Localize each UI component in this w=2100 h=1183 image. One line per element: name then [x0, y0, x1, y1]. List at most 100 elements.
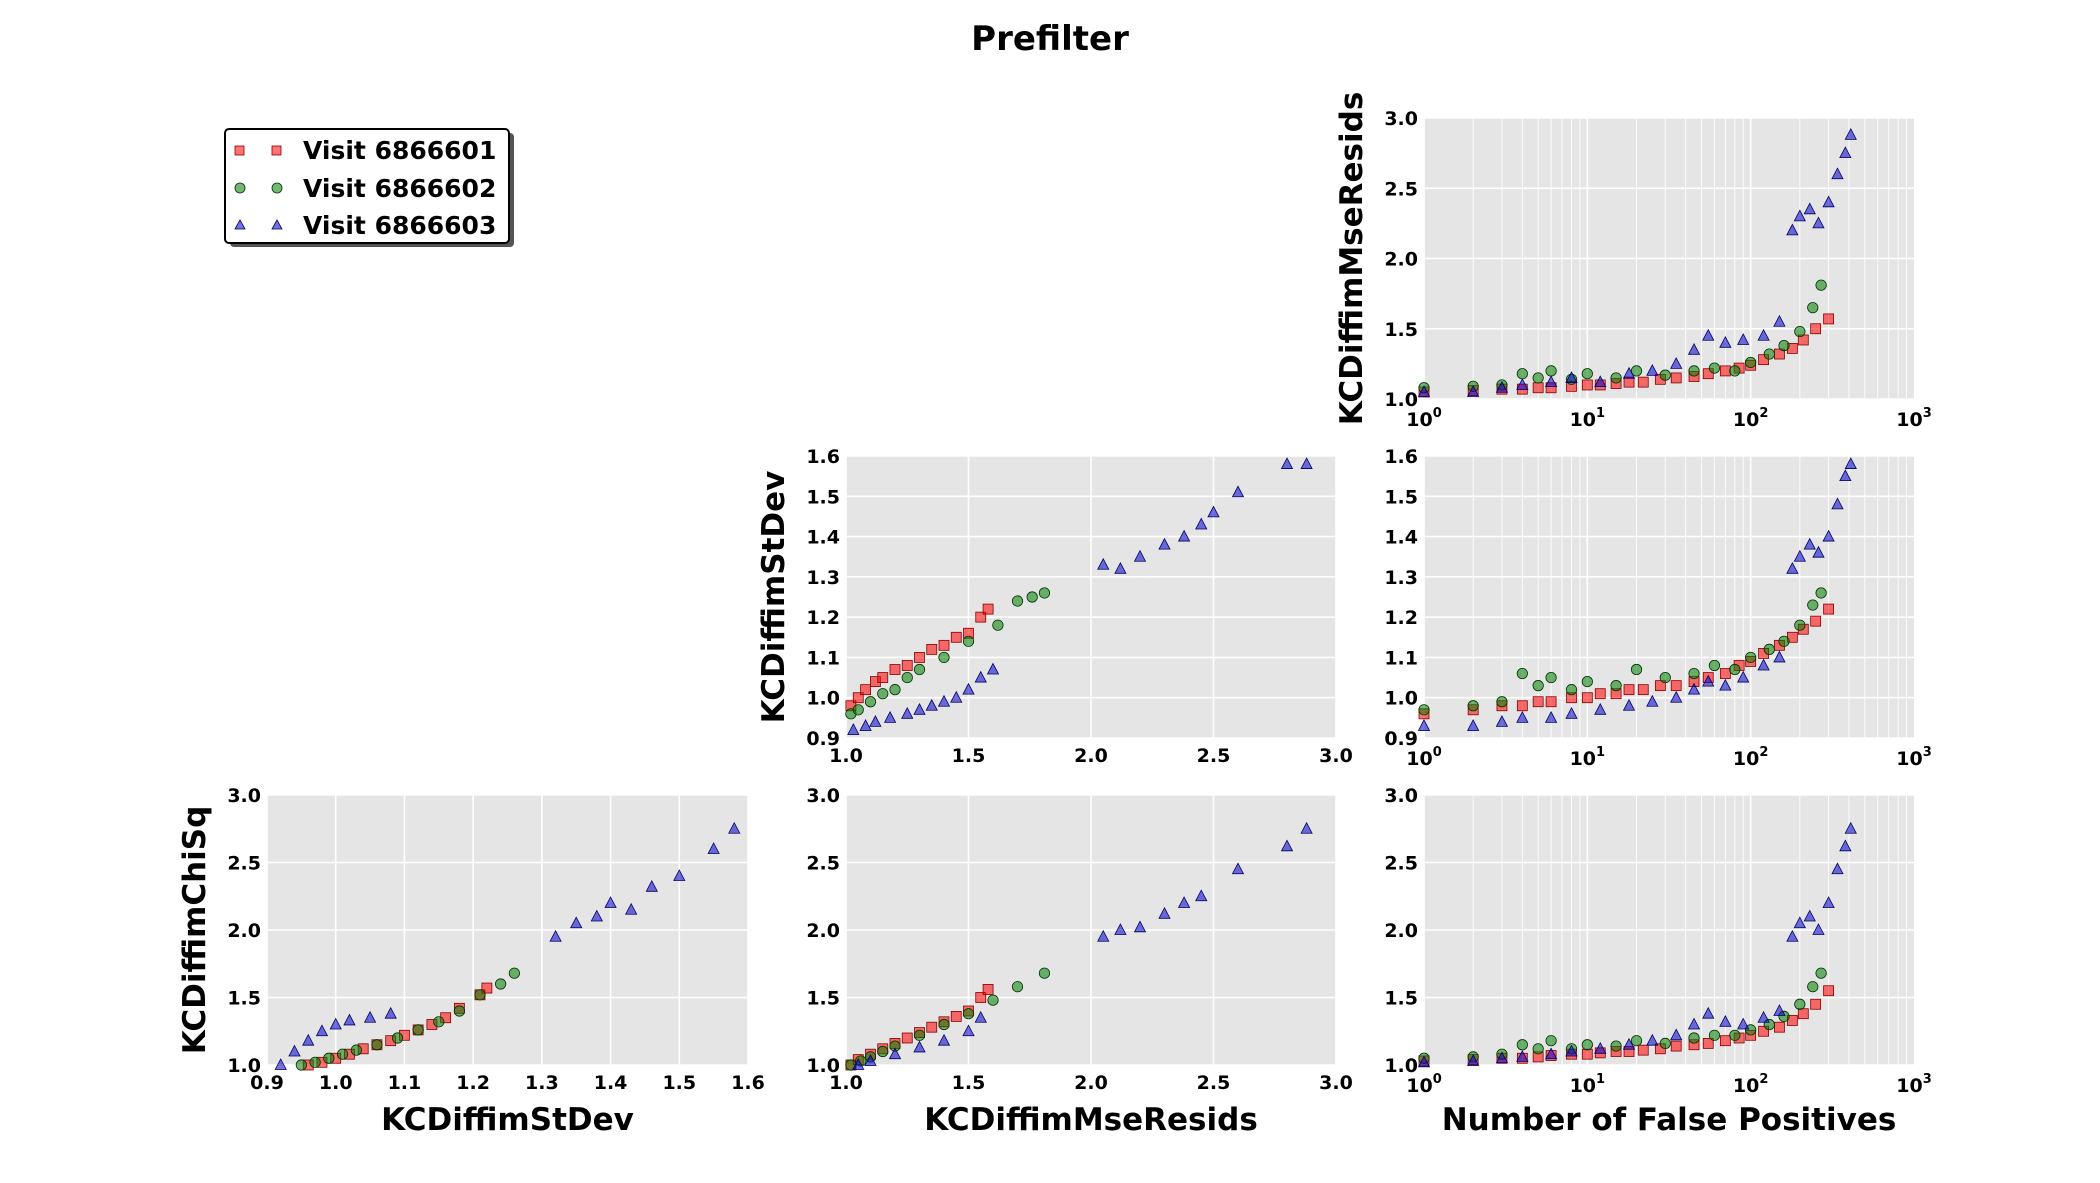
legend-triangle-marker: [271, 219, 283, 230]
data-point-triangle: [1300, 821, 1313, 834]
data-point-circle: [938, 1018, 950, 1031]
data-point-triangle: [1822, 195, 1835, 208]
data-point-circle: [1794, 998, 1806, 1010]
data-point-triangle: [1158, 906, 1171, 919]
data-point-triangle: [1114, 561, 1127, 574]
legend-box: [224, 128, 510, 244]
data-point-triangle: [1757, 658, 1770, 671]
data-point-circle: [1794, 619, 1806, 631]
data-point-circle: [1532, 680, 1544, 692]
data-point-circle: [1545, 671, 1557, 684]
data-point-triangle: [1467, 719, 1480, 731]
x-tick-label: 100: [1406, 406, 1442, 431]
x-tick-label: 1.0: [829, 1072, 863, 1094]
y-tick-label: 2.0: [806, 920, 840, 942]
data-point-circle: [1532, 372, 1544, 384]
x-tick-label: 1.5: [952, 745, 986, 767]
series-visit-6866602: [1418, 279, 1827, 394]
x-tick-label: 100: [1406, 745, 1442, 770]
data-point-triangle: [1773, 1004, 1786, 1016]
data-point-triangle: [1793, 549, 1806, 562]
y-tick-label: 1.5: [806, 486, 840, 508]
data-point-circle: [1688, 667, 1700, 680]
data-point-square: [975, 611, 987, 623]
x-tick-label: 3.0: [1319, 745, 1353, 767]
data-point-triangle: [1417, 1055, 1431, 1068]
x-tick-label: 3.0: [1319, 1072, 1353, 1094]
data-point-circle: [1581, 1039, 1593, 1051]
data-point-triangle: [1417, 385, 1431, 397]
y-tick-label: 1.5: [1384, 486, 1418, 508]
data-point-triangle: [1757, 328, 1770, 341]
data-point-circle: [1778, 340, 1790, 352]
data-point-circle: [508, 967, 520, 979]
legend-square-marker: [234, 145, 245, 156]
x-tick-label: 101: [1570, 406, 1606, 431]
data-point-triangle: [645, 879, 658, 892]
data-point-triangle: [1646, 1033, 1659, 1046]
data-point-triangle: [1844, 821, 1857, 834]
data-point-triangle: [1702, 1006, 1715, 1019]
data-point-triangle: [1812, 216, 1825, 229]
y-tick-label: 1.5: [227, 988, 261, 1010]
data-point-triangle: [1544, 375, 1558, 388]
data-point-circle: [1807, 981, 1819, 993]
data-point-triangle: [1280, 457, 1294, 469]
data-point-square: [1823, 985, 1834, 997]
data-point-square: [1702, 368, 1714, 380]
data-point-triangle: [1565, 1044, 1578, 1057]
data-point-triangle: [570, 916, 583, 929]
data-point-square: [1532, 696, 1544, 708]
data-point-square: [1702, 1038, 1714, 1049]
legend-triangle-marker: [234, 219, 246, 230]
chart-panel-chisq-vs-stdev: 1.01.52.02.53.00.9 1.0 1.1 1.2 1.3 1.4 1.5 1.6K…: [177, 785, 765, 1138]
data-point-square: [1532, 382, 1544, 394]
data-point-triangle: [1757, 1010, 1770, 1023]
data-point-circle: [1516, 667, 1528, 680]
plot-area: [1424, 456, 1914, 738]
data-point-triangle: [673, 869, 686, 881]
data-point-circle: [1708, 659, 1721, 672]
data-point-triangle: [1803, 537, 1816, 550]
chart-panels: 1.0 1.5 2.0 2.5 3.0 100 101 102 103 KCDiffimMseRe…: [177, 92, 1932, 1138]
data-point-square: [1810, 998, 1822, 1010]
data-point-square: [1594, 688, 1606, 700]
x-tick-label: 1.3: [525, 1072, 559, 1094]
data-point-triangle: [883, 710, 897, 723]
legend-label: Visit 6866603: [303, 211, 496, 240]
y-tick-label: 3.0: [1384, 108, 1418, 130]
data-point-circle: [938, 651, 950, 664]
series-visit-6866603: [1417, 457, 1857, 731]
data-point-circle: [1815, 279, 1827, 291]
data-point-triangle: [859, 719, 872, 731]
y-tick-label: 1.4: [806, 527, 840, 549]
data-point-circle: [1418, 704, 1430, 716]
data-point-square: [901, 660, 913, 671]
data-point-circle: [901, 671, 913, 684]
data-point-circle: [913, 663, 926, 676]
x-tick-label: 103: [1896, 1072, 1932, 1097]
data-point-triangle: [1646, 694, 1659, 707]
data-point-square: [1670, 680, 1682, 692]
data-point-triangle: [590, 909, 603, 922]
y-tick-label: 1.1: [1384, 647, 1418, 669]
data-point-circle: [1807, 599, 1819, 611]
y-tick-label: 1.5: [1384, 988, 1418, 1010]
y-tick-label: 1.6: [1384, 446, 1418, 468]
data-point-square: [901, 1032, 913, 1044]
y-tick-label: 1.6: [806, 446, 840, 468]
data-point-circle: [913, 1029, 926, 1041]
data-point-triangle: [986, 662, 1000, 675]
data-point-circle: [1778, 635, 1790, 647]
data-point-triangle: [888, 1047, 902, 1060]
data-point-circle: [1729, 1029, 1741, 1041]
data-point-square: [1810, 615, 1822, 627]
data-point-triangle: [1793, 916, 1806, 929]
data-point-triangle: [315, 1024, 329, 1037]
y-tick-label: 1.5: [806, 988, 840, 1010]
data-point-triangle: [1516, 378, 1529, 390]
data-point-triangle: [1231, 862, 1245, 875]
data-point-triangle: [1622, 698, 1636, 711]
data-point-triangle: [852, 1058, 865, 1070]
